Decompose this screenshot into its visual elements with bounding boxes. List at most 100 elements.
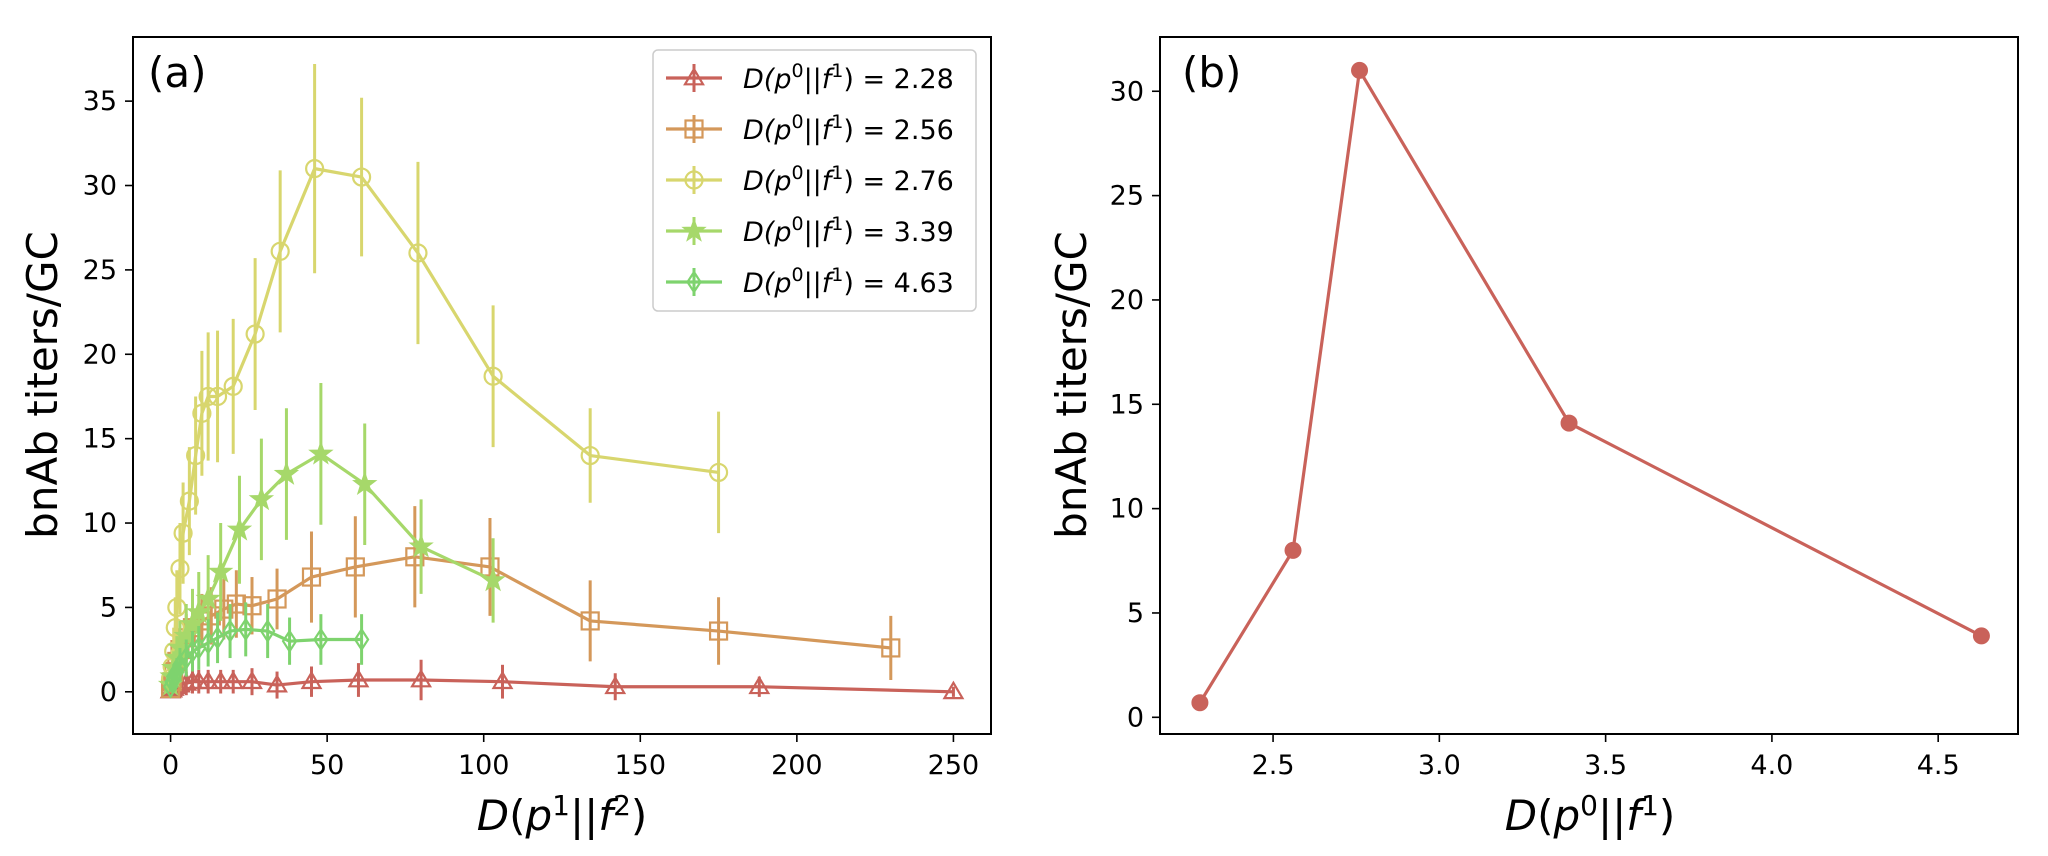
data-point xyxy=(1972,627,1990,645)
panel-b-x-tick-label: 3.5 xyxy=(1584,750,1627,781)
legend-item-3.39: D(p0||f1) = 3.39 xyxy=(666,213,954,248)
data-point xyxy=(353,627,370,652)
data-point xyxy=(405,547,425,567)
data-point xyxy=(351,167,372,187)
data-point xyxy=(207,558,234,583)
data-point xyxy=(708,621,729,641)
legend-label: D(p0||f1) = 2.28 xyxy=(743,60,954,95)
data-point xyxy=(300,670,323,690)
data-point xyxy=(1351,61,1369,79)
data-point xyxy=(347,668,370,688)
panel-a-y-tick-label: 15 xyxy=(83,424,117,455)
data-point xyxy=(241,670,263,690)
panel-b-y-tick-label: 25 xyxy=(1110,181,1144,212)
data-point xyxy=(179,610,206,636)
legend-label: D(p0||f1) = 4.63 xyxy=(743,264,954,299)
data-point xyxy=(248,486,275,511)
panel-b-frame xyxy=(1159,36,2019,735)
data-point xyxy=(273,460,300,485)
data-point xyxy=(708,462,729,483)
series-b xyxy=(1191,61,1990,712)
series-line xyxy=(169,678,954,694)
series-2.28 xyxy=(159,659,965,701)
series-line xyxy=(1198,68,1983,704)
legend-item-2.76: D(p0||f1) = 2.76 xyxy=(666,162,954,197)
panel-a-x-tick-label: 0 xyxy=(162,750,179,781)
panel-a-y-tick-label: 10 xyxy=(83,508,117,539)
data-point xyxy=(222,670,245,690)
panel-b-x-tick-label: 2.5 xyxy=(1252,750,1295,781)
panel-a-y-tick-label: 35 xyxy=(83,86,117,117)
panel-a-x-tick-label: 250 xyxy=(928,750,980,781)
panel-a: 0 5 10 15 20 25 30 35 0 50 100 150 200 250 (a) bnAb … xyxy=(18,36,992,840)
data-point xyxy=(267,589,287,609)
panel-a-x-ticks: 0 50 100 150 200 250 xyxy=(162,734,979,781)
panel-b-x-tick-label: 3.0 xyxy=(1418,750,1461,781)
panel-b: 0 5 10 15 20 25 30 2.5 3.0 3.5 4.0 4.5 (b) bnAb ti… xyxy=(1047,36,2019,840)
panel-a-y-tick-label: 30 xyxy=(83,171,117,202)
legend-marker xyxy=(684,119,704,139)
data-point xyxy=(580,611,600,631)
panel-a-x-tick-label: 100 xyxy=(458,750,510,781)
panel-b-y-tick-label: 0 xyxy=(1127,702,1144,733)
data-point xyxy=(480,557,500,577)
series-2.56 xyxy=(160,506,901,699)
data-point xyxy=(580,445,600,466)
data-point xyxy=(209,670,232,690)
panel-a-y-tick-label: 5 xyxy=(100,592,117,623)
legend-label: D(p0||f1) = 3.39 xyxy=(743,213,954,248)
panel-a-frame xyxy=(132,36,992,735)
data-point xyxy=(192,403,212,423)
data-point xyxy=(223,376,243,396)
panel-b-y-tick-label: 15 xyxy=(1110,389,1144,420)
panel-b-y-ticks: 0 5 10 15 20 25 30 xyxy=(1110,76,1160,733)
data-point xyxy=(237,617,254,642)
legend-item-2.56: D(p0||f1) = 2.56 xyxy=(666,111,954,146)
data-point xyxy=(178,646,195,671)
legend-item-4.63: D(p0||f1) = 4.63 xyxy=(666,264,954,299)
data-point xyxy=(881,638,901,658)
data-point xyxy=(184,639,201,664)
legend-item-2.28: D(p0||f1) = 2.28 xyxy=(666,60,954,95)
data-point xyxy=(308,440,334,465)
panel-b-y-tick-label: 30 xyxy=(1110,76,1144,107)
data-point xyxy=(270,241,290,261)
data-point xyxy=(408,243,428,263)
data-point xyxy=(242,596,262,616)
data-point xyxy=(197,670,220,690)
data-point xyxy=(1284,541,1302,559)
legend: D(p0||f1) = 2.28 D(p0||f1) = 2.56 D(p0||f1… xyxy=(652,49,977,312)
data-point xyxy=(173,523,193,543)
legend-marker xyxy=(683,66,705,86)
panel-b-series-group xyxy=(1191,61,1990,712)
data-point xyxy=(165,618,185,638)
data-point xyxy=(408,533,434,558)
legend-frame xyxy=(652,49,977,312)
data-point xyxy=(281,629,298,654)
panel-a-x-axis-label: D(p1||f2) xyxy=(477,789,648,840)
series-4.63 xyxy=(162,602,370,699)
data-point xyxy=(491,670,514,690)
data-point xyxy=(1191,694,1209,712)
panel-b-x-tick-label: 4.5 xyxy=(1917,750,1960,781)
panel-a-x-tick-label: 200 xyxy=(771,750,823,781)
data-point xyxy=(352,470,378,496)
panel-a-y-tick-label: 20 xyxy=(83,339,117,370)
data-point xyxy=(226,516,253,541)
panel-b-x-ticks: 2.5 3.0 3.5 4.0 4.5 xyxy=(1252,734,1960,781)
panel-b-y-axis-label: bnAb titers/GC xyxy=(1047,231,1096,539)
data-point xyxy=(169,659,185,684)
panel-a-x-tick-label: 50 xyxy=(310,750,344,781)
data-point xyxy=(170,559,190,579)
data-point xyxy=(483,366,503,386)
data-point xyxy=(604,675,627,695)
data-point xyxy=(195,585,221,610)
data-point xyxy=(305,159,325,179)
panel-a-label: (a) xyxy=(148,48,207,97)
series-2.76 xyxy=(160,64,729,689)
data-point xyxy=(186,445,206,466)
panel-b-x-axis-label: D(p0||f1) xyxy=(1505,789,1676,840)
data-point xyxy=(1560,414,1578,432)
panel-b-y-tick-label: 20 xyxy=(1110,285,1144,316)
